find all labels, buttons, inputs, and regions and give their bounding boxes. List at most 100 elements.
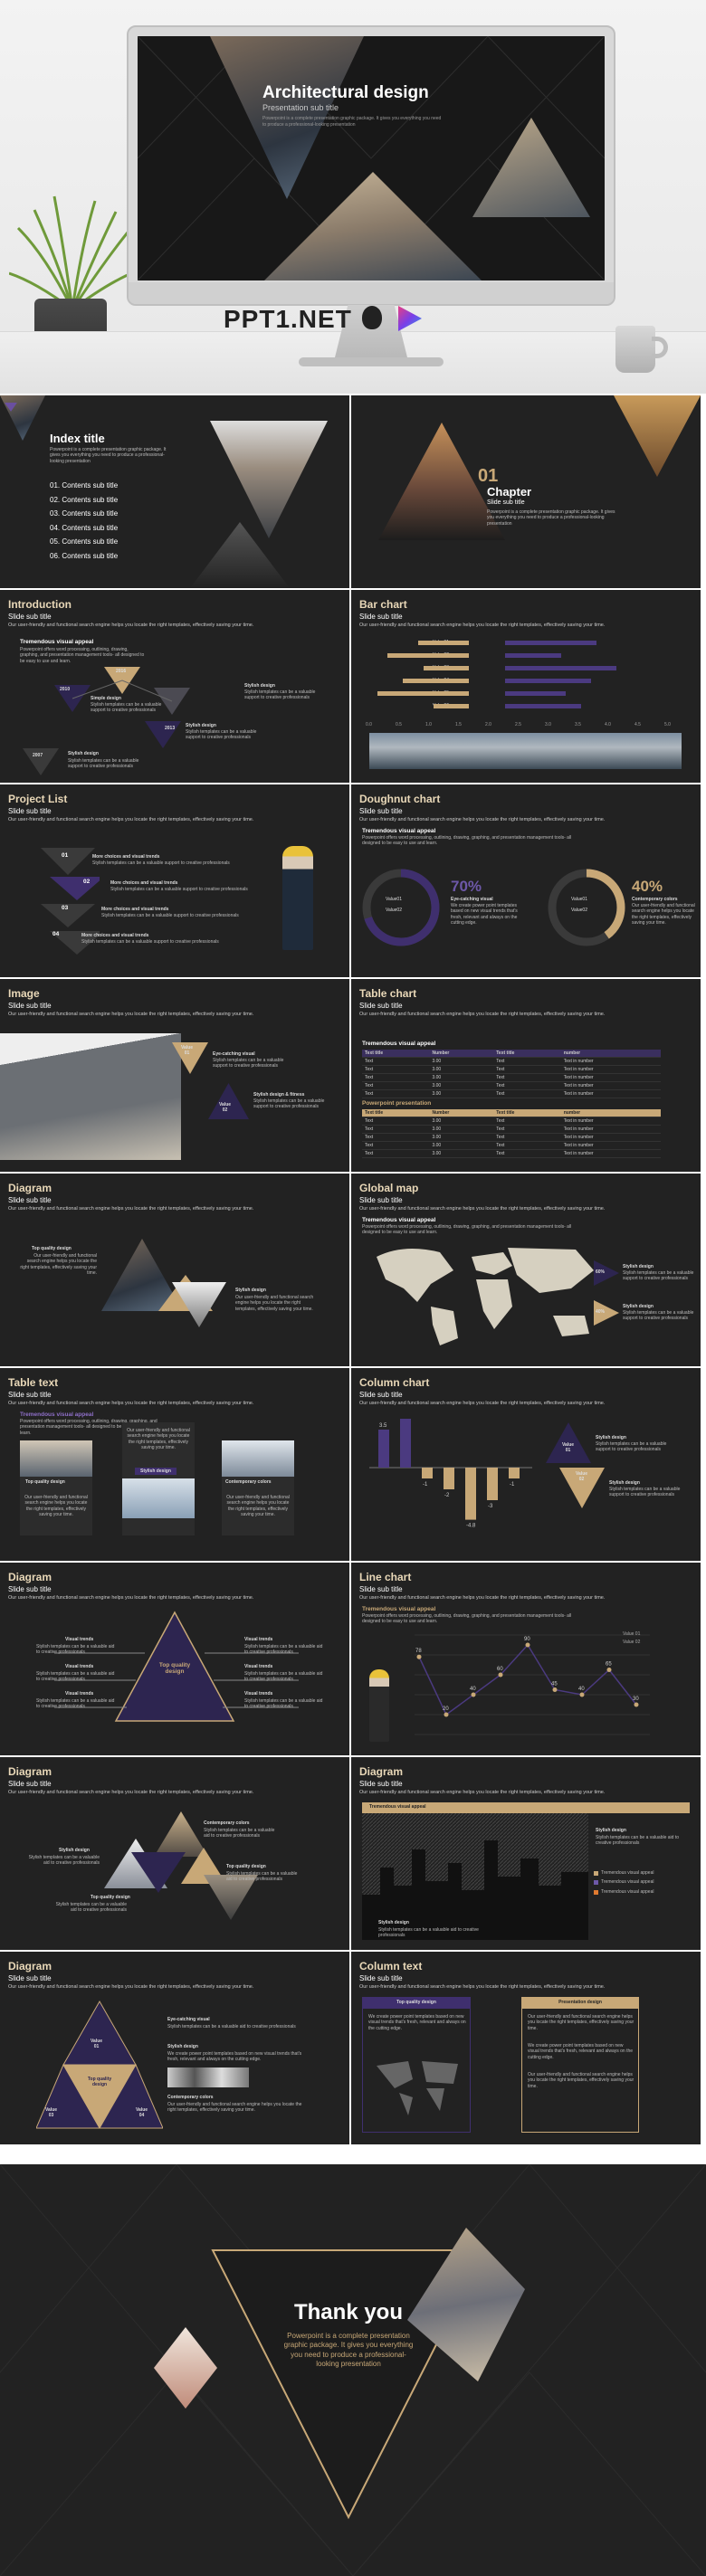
card-title: Top quality design (25, 1479, 65, 1485)
chapter-corner-image (614, 395, 701, 477)
slide-title: Column chart (359, 1376, 430, 1389)
card-desc: We create power point templates based on… (368, 2014, 466, 2031)
table-cell: 3.00 (429, 1065, 494, 1074)
table-cell: 3.00 (429, 1149, 494, 1158)
card-desc: Our user-friendly and functional search … (528, 2014, 634, 2031)
card-desc: Our user-friendly and functional search … (127, 1428, 190, 1450)
diagram-item-title: Stylish design (235, 1288, 266, 1293)
slide-title: Doughnut chart (359, 793, 441, 805)
index-item[interactable]: 04. Contents sub title (50, 523, 119, 532)
table-cell: Text in number (560, 1057, 661, 1066)
slide-global-map: Global map Slide sub title Our user-frie… (351, 1174, 701, 1366)
diagram-item-title: Top quality design (226, 1864, 266, 1869)
table-cell: Text in number (560, 1125, 661, 1134)
slide-title: Global map (359, 1182, 419, 1194)
bar-negative (387, 653, 469, 658)
table-cell: Text (362, 1057, 430, 1066)
table-cell: Text (362, 1065, 430, 1074)
index-item[interactable]: 02. Contents sub title (50, 495, 119, 504)
slide-chapter: 01 Chapter Slide sub title Powerpoint is… (351, 395, 701, 588)
line-series (418, 1643, 637, 1716)
column-bar (465, 1468, 476, 1520)
trend-label: Visual trends (65, 1691, 94, 1697)
line-point (634, 1702, 639, 1707)
table-cell: Text (362, 1141, 430, 1150)
legend-item: Tremendous visual appeal (594, 1879, 654, 1886)
column-chart: 3.54.5-1-2-4.8-3-1 (369, 1419, 532, 1529)
slide-desc: Our user-friendly and functional search … (359, 1206, 606, 1212)
line-point (416, 1654, 422, 1659)
index-photo-triangle (210, 421, 328, 538)
table-row: Text 3.00 Text Text in number (362, 1065, 661, 1074)
timeline-item-desc: Stylish templates can be a valuable supp… (186, 729, 257, 741)
table-row: Text 3.00 Text Text in number (362, 1117, 661, 1126)
map-triangle-2 (594, 1300, 619, 1326)
slide-diagram-2: Diagram Slide sub title Our user-friendl… (0, 1563, 349, 1755)
timeline-item-desc: Stylish templates can be a valuable supp… (91, 702, 162, 714)
diagram-item-desc: We create power point templates based on… (167, 2051, 302, 2063)
column-item-title: Stylish design (609, 1480, 640, 1486)
diagram-item-title: Top quality design (91, 1895, 130, 1900)
doughnut-title-2: Contemporary colors (632, 897, 678, 902)
bar-axis-tick: 3.5 (575, 722, 581, 727)
line-legend-item: Value 02 (623, 1640, 641, 1645)
legend-item: Value01 (386, 897, 402, 902)
diagram-item-title: Contemporary colors (204, 1820, 250, 1826)
slide-desc: Our user-friendly and functional search … (359, 1012, 606, 1017)
column-value-label: -4.8 (466, 1524, 476, 1529)
column-value-label: -1 (423, 1482, 428, 1488)
bar-negative (418, 641, 469, 645)
slide-doughnut: Doughnut chart Slide sub title Our user-… (351, 784, 701, 977)
slide-diagram-4: Diagram Slide sub title Our user-friendl… (351, 1757, 701, 1950)
table-header: Text title (493, 1050, 561, 1058)
diagram-item-title: Top quality design (32, 1246, 72, 1251)
project-item-desc: Stylish templates can be a valuable supp… (92, 860, 230, 866)
line-point (471, 1692, 476, 1697)
table-cell: Text (362, 1073, 430, 1082)
diagram-item-desc: Stylish templates can be a valuable aid … (596, 1835, 679, 1847)
slide-title: Table chart (359, 987, 417, 1000)
slide-subtitle: Slide sub title (8, 1196, 52, 1204)
slide-bar-chart: Bar chart Slide sub title Our user-frien… (351, 590, 701, 783)
chapter-number: 01 (478, 466, 499, 486)
doughnut-desc-2: Our user-friendly and functional search … (632, 903, 695, 926)
project-number: 04 (52, 931, 60, 937)
project-item-desc: Stylish templates can be a valuable supp… (110, 887, 248, 892)
index-item[interactable]: 01. Contents sub title (50, 481, 119, 490)
slide-column-chart: Column chart Slide sub title Our user-fr… (351, 1368, 701, 1561)
trend-desc: Stylish templates can be a valuable aid … (244, 1671, 323, 1683)
data-table-1: Text title Number Text title number Text 3.0… (362, 1050, 661, 1098)
slide-introduction: Introduction Slide sub title Our user-fr… (0, 590, 349, 783)
index-item[interactable]: 05. Contents sub title (50, 537, 119, 546)
trend-label: Visual trends (244, 1691, 273, 1697)
tva-desc: Powerpoint offers word processing, outli… (20, 1419, 157, 1436)
year-label: 2016 (116, 669, 127, 674)
timeline-item-title: Stylish design (186, 723, 216, 728)
slide-title: Diagram (8, 1182, 52, 1194)
table-row: Text 3.00 Text Text in number (362, 1141, 661, 1150)
index-item[interactable]: 06. Contents sub title (50, 551, 119, 560)
table-row: Text 3.00 Text Text in number (362, 1081, 661, 1090)
value-label-1: Value 01 (562, 1442, 575, 1453)
trend-label: Visual trends (65, 1664, 94, 1669)
plant-icon (9, 195, 136, 309)
tva-desc: Powerpoint offers word processing, outli… (20, 647, 145, 664)
mini-map (377, 2061, 458, 2115)
diagram-photo-triangle (154, 1811, 208, 1857)
project-number: 01 (62, 852, 69, 859)
value-center: Top quality design (87, 2077, 112, 2087)
card-desc: We create power point templates based on… (528, 2043, 634, 2060)
slide-subtitle: Slide sub title (359, 1974, 403, 1982)
tva-title: Tremendous visual appeal (20, 1412, 94, 1418)
slide-diagram-5: Diagram Slide sub title Our user-friendl… (0, 1952, 349, 2144)
bar-positive (505, 666, 617, 670)
diagram-item-desc: Our user-friendly and functional search … (235, 1295, 314, 1312)
table-header: Number (429, 1050, 494, 1058)
slide-desc: Our user-friendly and functional search … (8, 1790, 254, 1795)
slide-title: Diagram (8, 1571, 52, 1583)
trend-label: Visual trends (65, 1637, 94, 1642)
index-item[interactable]: 03. Contents sub title (50, 509, 119, 518)
map-triangle-1 (594, 1260, 619, 1286)
slide-table-chart: Table chart Slide sub title Our user-fri… (351, 979, 701, 1172)
table-cell: Text (493, 1073, 561, 1082)
